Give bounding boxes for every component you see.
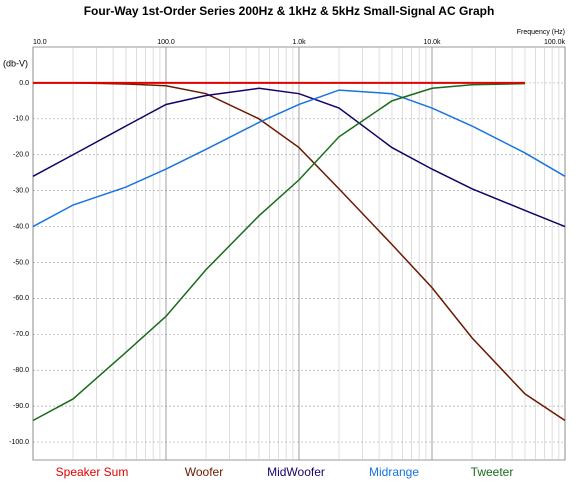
y-tick-label: -40.0 (13, 223, 29, 230)
x-tick-label: 100.0 (157, 39, 175, 46)
y-tick-label: 0.0 (19, 80, 29, 87)
chart-title: Four-Way 1st-Order Series 200Hz & 1kHz &… (84, 4, 495, 18)
y-tick-label: -30.0 (13, 187, 29, 194)
y-tick-label: -80.0 (13, 367, 29, 374)
y-tick-label: -90.0 (13, 403, 29, 410)
legend-label: Tweeter (471, 465, 514, 479)
y-axis-label: (db-V) (3, 58, 28, 68)
legend-label: Midrange (369, 465, 419, 479)
y-tick-label: -70.0 (13, 331, 29, 338)
y-tick-label: -100.0 (9, 439, 29, 446)
series-line (32, 82, 525, 422)
y-tick-label: -50.0 (13, 259, 29, 266)
series-line (32, 87, 566, 228)
x-tick-label: 10.0k (423, 39, 441, 46)
x-tick-label: 10.0 (33, 39, 47, 46)
x-axis-label: Frequency (Hz) (517, 29, 565, 36)
series-line (32, 89, 566, 228)
y-tick-label: -10.0 (13, 116, 29, 123)
legend-label: MidWoofer (267, 465, 325, 479)
y-tick-label: -60.0 (13, 295, 29, 302)
legend-label: Woofer (185, 465, 223, 479)
x-tick-label: 1.0k (292, 39, 306, 46)
legend-label: Speaker Sum (56, 465, 129, 479)
series-line (33, 82, 566, 422)
x-tick-label: 100.0k (544, 39, 566, 46)
y-tick-label: -20.0 (13, 152, 29, 159)
